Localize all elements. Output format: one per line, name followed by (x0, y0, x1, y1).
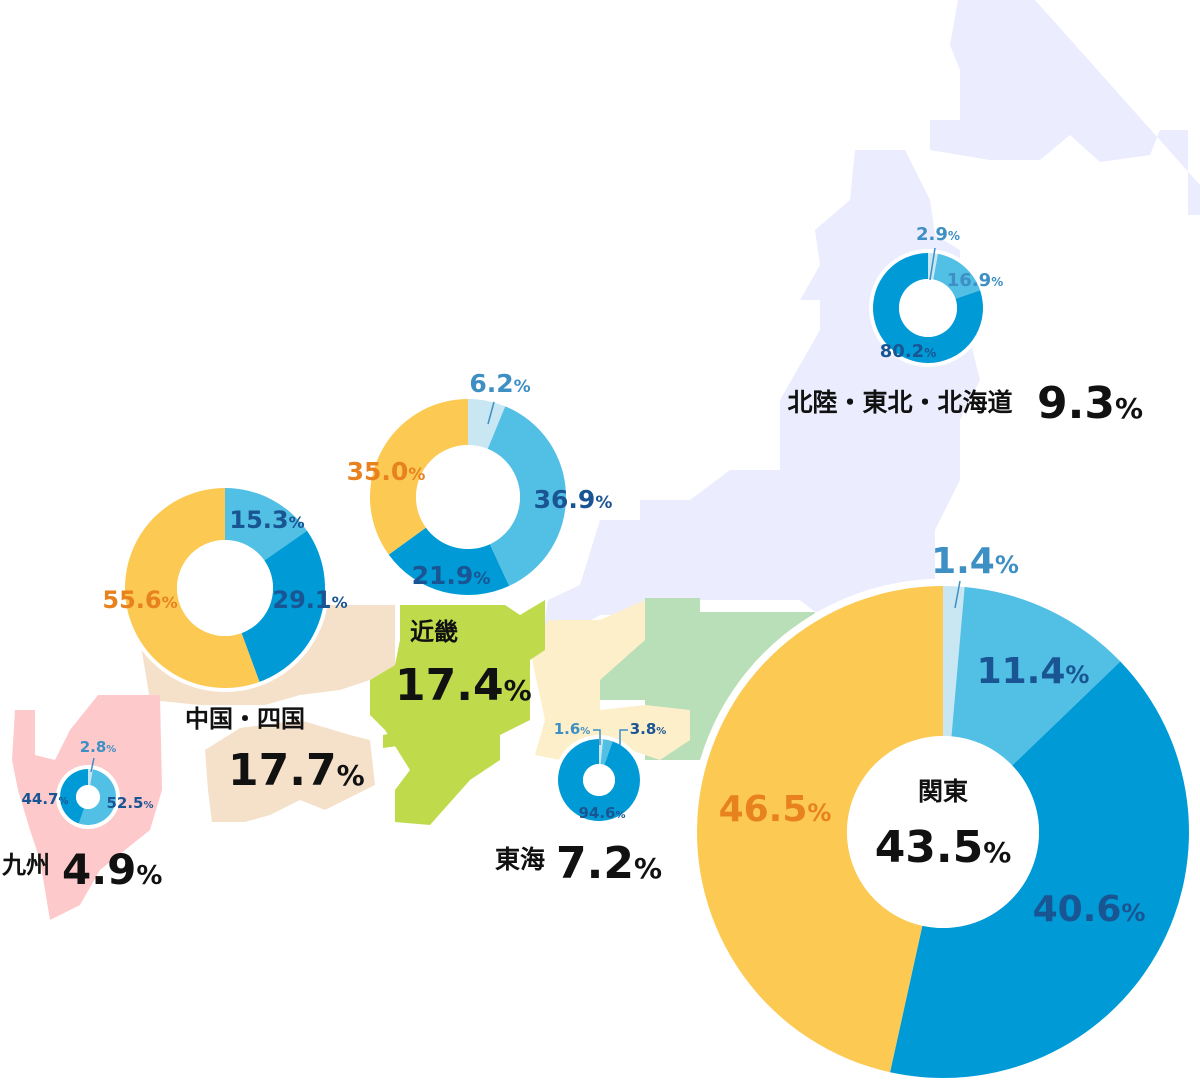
slice-label-hokkaido-tohoku-1: 16.9% (947, 270, 1003, 291)
slice-label-tokai-1: 3.8% (630, 720, 667, 738)
slice-label-kanto-3: 46.5% (719, 789, 832, 830)
region-total-tokai: 7.2% (556, 838, 662, 889)
leader-line-kyushu-0 (90, 757, 95, 773)
leader-line-tokai-0 (593, 729, 601, 745)
region-kinki-shape (370, 600, 545, 825)
donut-slice-kanto-0 (943, 586, 965, 737)
region-name-kinki: 近畿 (410, 618, 458, 646)
donut-hole-tokai (583, 764, 615, 796)
region-total-kanto: 43.5% (875, 822, 1012, 873)
region-name-hokkaido-tohoku: 北陸・東北・北海道 (787, 388, 1012, 417)
slice-label-hokkaido-tohoku-2: 80.2% (880, 341, 936, 362)
donut-kyushu (56, 765, 120, 829)
region-total-kinki: 17.4% (395, 660, 532, 711)
region-total-chugoku-shikoku: 17.7% (228, 745, 365, 796)
slice-label-chugoku-shikoku-2: 55.6% (102, 586, 177, 614)
slice-label-kanto-2: 40.6% (1033, 889, 1146, 930)
donut-slice-hokkaido-tohoku-1 (933, 253, 981, 299)
leader-line-kinki-0 (487, 401, 495, 425)
donut-slice-kanto-2 (890, 661, 1189, 1078)
region-name-tokai: 東海 (495, 845, 545, 874)
slice-label-chugoku-shikoku-0: 15.3% (229, 506, 304, 534)
donut-slice-kinki-3 (370, 399, 468, 555)
slice-label-kyushu-1: 52.5% (106, 794, 153, 812)
donut-chugoku-shikoku (121, 484, 329, 692)
region-hokkaido-tohoku-shape (540, 0, 1200, 650)
donut-slice-kyushu-0 (88, 769, 93, 786)
slice-label-tokai-2: 94.6% (578, 804, 625, 822)
donut-slice-chugoku-shikoku-1 (241, 530, 326, 682)
region-total-hokkaido-tohoku: 9.3% (1037, 378, 1143, 429)
donut-hole-hokkaido-tohoku (899, 279, 957, 337)
donut-hole-kyushu (76, 785, 100, 809)
donut-slice-kanto-3 (697, 586, 943, 1073)
region-total-kyushu: 4.9% (62, 845, 162, 894)
donut-kinki (366, 395, 570, 599)
slice-label-hokkaido-tohoku-0: 2.9% (916, 224, 960, 245)
donut-slice-hokkaido-tohoku-2 (872, 253, 983, 364)
slice-label-kinki-2: 21.9% (412, 561, 491, 590)
slice-label-kanto-1: 11.4% (977, 651, 1090, 692)
region-name-chugoku-shikoku: 中国・四国 (185, 705, 305, 733)
slice-label-kinki-0: 6.2% (469, 369, 530, 398)
slice-label-tokai-0: 1.6% (554, 720, 591, 738)
slice-label-chugoku-shikoku-1: 29.1% (272, 586, 347, 614)
region-name-kyushu: 九州 (1, 851, 50, 879)
donut-hokkaido-tohoku (869, 249, 987, 367)
donut-slice-chugoku-shikoku-2 (125, 488, 260, 689)
region-tokai-shape (530, 600, 690, 760)
slice-label-kinki-1: 36.9% (534, 485, 613, 514)
slice-label-kyushu-2: 44.7% (21, 790, 68, 808)
region-labels: 北陸・東北・北海道 9.3% 近畿 17.4% 中国・四国 17.7% 関東 4… (1, 378, 1143, 894)
donut-hole-kinki (416, 445, 520, 549)
donut-slice-kinki-0 (468, 399, 506, 449)
donut-slice-kyushu-1 (78, 769, 116, 825)
slice-labels: 2.9% 16.9% 80.2% 6.2% 36.9% 21.9% 35.0% 15.3% 29… (21, 224, 1145, 930)
region-name-kanto: 関東 (918, 777, 968, 806)
donut-slice-tokai-1 (600, 739, 613, 765)
donut-slice-kyushu-2 (59, 769, 88, 824)
donut-tokai (554, 735, 644, 825)
leader-line-hokkaido-tohoku-0 (929, 247, 936, 281)
donut-slice-tokai-2 (557, 739, 640, 821)
slice-label-kinki-3: 35.0% (347, 457, 426, 486)
donut-slice-chugoku-shikoku-0 (225, 488, 307, 561)
donut-hole-kanto (847, 736, 1039, 928)
donut-slice-kanto-1 (951, 586, 1121, 766)
donut-charts (56, 249, 1197, 1080)
donut-slice-kinki-1 (487, 406, 566, 586)
leader-line-kanto-0 (954, 580, 961, 609)
slice-label-kanto-0: 1.4% (931, 541, 1019, 582)
donut-hole-chugoku-shikoku (177, 540, 273, 636)
slice-label-kyushu-0: 2.8% (80, 738, 117, 756)
donut-slice-tokai-0 (599, 739, 604, 765)
donut-slice-kinki-2 (388, 527, 510, 595)
donut-kanto (689, 578, 1197, 1080)
leader-line-tokai-1 (619, 729, 628, 745)
